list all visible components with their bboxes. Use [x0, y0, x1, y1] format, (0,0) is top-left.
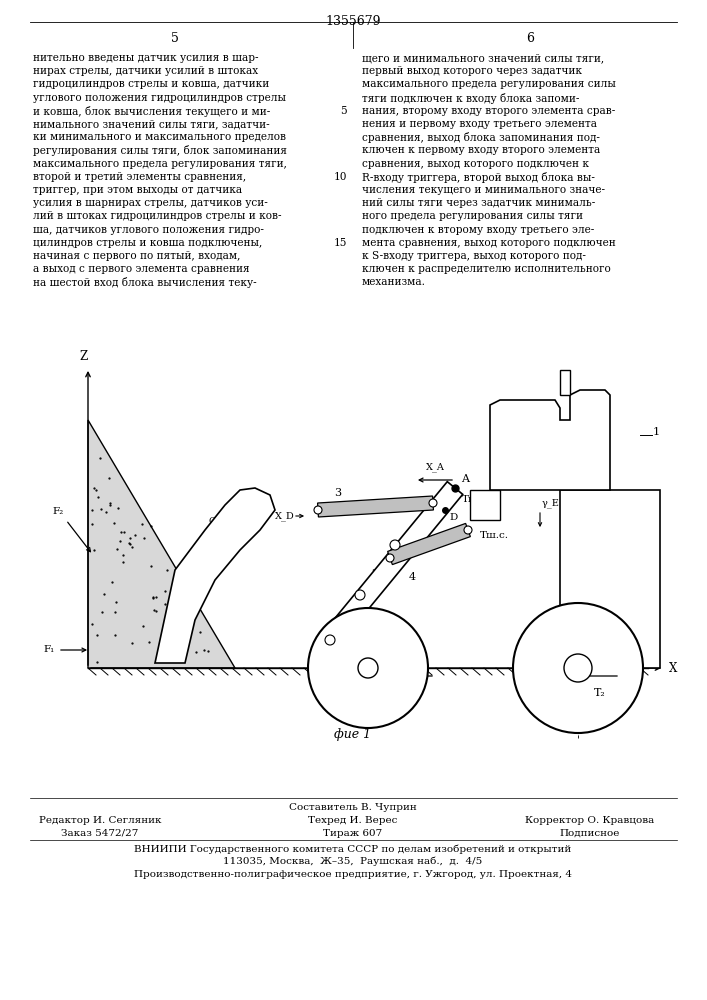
- Text: 5: 5: [340, 106, 347, 116]
- Text: ключен к первому входу второго элемента: ключен к первому входу второго элемента: [362, 145, 600, 155]
- Polygon shape: [560, 490, 660, 668]
- Text: ВНИИПИ Государственного комитета СССР по делам изобретений и открытий: ВНИИПИ Государственного комитета СССР по…: [134, 844, 572, 854]
- Text: Производственно-полиграфическое предприятие, г. Ужгород, ул. Проектная, 4: Производственно-полиграфическое предприя…: [134, 870, 572, 879]
- Text: A: A: [461, 474, 469, 484]
- Text: цилиндров стрелы и ковша подключены,: цилиндров стрелы и ковша подключены,: [33, 238, 262, 248]
- Text: усилия в шарнирах стрелы, датчиков уси-: усилия в шарнирах стрелы, датчиков уси-: [33, 198, 268, 208]
- Text: X_D: X_D: [275, 511, 295, 521]
- Text: 1355679: 1355679: [325, 15, 381, 28]
- Text: Тираж 607: Тираж 607: [323, 829, 382, 838]
- Text: нения и первому входу третьего элемента: нения и первому входу третьего элемента: [362, 119, 597, 129]
- Text: D: D: [449, 513, 457, 522]
- Text: 5: 5: [171, 32, 179, 45]
- Circle shape: [390, 540, 400, 550]
- Circle shape: [325, 635, 335, 645]
- Circle shape: [464, 526, 472, 534]
- Text: мента сравнения, выход которого подключен: мента сравнения, выход которого подключе…: [362, 238, 616, 248]
- Text: начиная с первого по пятый, входам,: начиная с первого по пятый, входам,: [33, 251, 240, 261]
- Circle shape: [513, 603, 643, 733]
- Text: числения текущего и минимального значе-: числения текущего и минимального значе-: [362, 185, 605, 195]
- Text: X_A: X_A: [426, 462, 445, 472]
- Text: первый выход которого через задатчик: первый выход которого через задатчик: [362, 66, 582, 76]
- Text: фие 1: фие 1: [334, 728, 372, 741]
- Polygon shape: [322, 482, 462, 646]
- Text: Z: Z: [80, 350, 88, 363]
- Text: нимального значений силы тяги, задатчи-: нимального значений силы тяги, задатчи-: [33, 119, 269, 129]
- Text: F₂: F₂: [53, 507, 64, 516]
- Polygon shape: [560, 370, 570, 395]
- Text: G_м: G_м: [214, 516, 234, 526]
- Text: ки минимального и максимального пределов: ки минимального и максимального пределов: [33, 132, 286, 142]
- Text: Заказ 5472/27: Заказ 5472/27: [62, 829, 139, 838]
- Circle shape: [314, 506, 322, 514]
- Text: 113035, Москва,  Ж–35,  Раушская наб.,  д.  4/5: 113035, Москва, Ж–35, Раушская наб., д. …: [223, 857, 483, 866]
- Text: 10: 10: [334, 172, 347, 182]
- Circle shape: [564, 654, 592, 682]
- Polygon shape: [88, 420, 235, 668]
- Text: углового положения гидроцилиндров стрелы: углового положения гидроцилиндров стрелы: [33, 93, 286, 103]
- Text: Тш.к.: Тш.к.: [462, 495, 492, 504]
- Text: 2: 2: [371, 569, 378, 579]
- Text: ша, датчиков углового положения гидро-: ша, датчиков углового положения гидро-: [33, 225, 264, 235]
- Text: нирах стрелы, датчики усилий в штоках: нирах стрелы, датчики усилий в штоках: [33, 66, 258, 76]
- Text: лий в штоках гидроцилиндров стрелы и ков-: лий в штоках гидроцилиндров стрелы и ков…: [33, 211, 281, 221]
- Polygon shape: [387, 523, 470, 565]
- Text: ного предела регулирования силы тяги: ного предела регулирования силы тяги: [362, 211, 583, 221]
- Text: 1: 1: [653, 427, 660, 437]
- Text: 15: 15: [334, 238, 347, 248]
- Text: щего и минимального значений силы тяги,: щего и минимального значений силы тяги,: [362, 53, 604, 63]
- Text: нания, второму входу второго элемента срав-: нания, второму входу второго элемента ср…: [362, 106, 615, 116]
- Text: механизма.: механизма.: [362, 277, 426, 287]
- Text: Редактор И. Сегляник: Редактор И. Сегляник: [39, 816, 161, 825]
- Polygon shape: [470, 490, 500, 520]
- Text: тяги подключен к входу блока запоми-: тяги подключен к входу блока запоми-: [362, 93, 579, 104]
- Circle shape: [358, 658, 378, 678]
- Text: Составитель В. Чуприн: Составитель В. Чуприн: [289, 803, 417, 812]
- Circle shape: [308, 608, 428, 728]
- Text: 4: 4: [409, 572, 416, 582]
- Text: Подписное: Подписное: [560, 829, 620, 838]
- Text: Корректор О. Кравцова: Корректор О. Кравцова: [525, 816, 655, 825]
- Text: Техред И. Верес: Техред И. Верес: [308, 816, 397, 825]
- Text: 3: 3: [334, 488, 341, 498]
- Circle shape: [429, 499, 437, 507]
- Text: максимального предела регулирования силы: максимального предела регулирования силы: [362, 79, 616, 89]
- Text: регулирования силы тяги, блок запоминания: регулирования силы тяги, блок запоминани…: [33, 145, 287, 156]
- Circle shape: [386, 554, 394, 562]
- Text: 6: 6: [526, 32, 534, 45]
- Text: подключен к второму входу третьего эле-: подключен к второму входу третьего эле-: [362, 225, 595, 235]
- Circle shape: [355, 590, 365, 600]
- Text: сравнения, выход блока запоминания под-: сравнения, выход блока запоминания под-: [362, 132, 600, 143]
- Text: γ_E: γ_E: [542, 498, 560, 508]
- Polygon shape: [490, 390, 610, 490]
- Text: на шестой вход блока вычисления теку-: на шестой вход блока вычисления теку-: [33, 277, 257, 288]
- Text: Gс: Gс: [409, 685, 421, 694]
- Text: T₂: T₂: [594, 688, 606, 698]
- Text: триггер, при этом выходы от датчика: триггер, при этом выходы от датчика: [33, 185, 242, 195]
- Text: T₁: T₁: [409, 688, 421, 698]
- Text: к S-входу триггера, выход которого под-: к S-входу триггера, выход которого под-: [362, 251, 586, 261]
- Text: гидроцилиндров стрелы и ковша, датчики: гидроцилиндров стрелы и ковша, датчики: [33, 79, 269, 89]
- Text: ключен к распределителю исполнительного: ключен к распределителю исполнительного: [362, 264, 611, 274]
- Polygon shape: [155, 488, 275, 663]
- Text: X: X: [669, 662, 677, 676]
- Text: Тш.с.: Тш.с.: [480, 530, 509, 540]
- Text: а выход с первого элемента сравнения: а выход с первого элемента сравнения: [33, 264, 250, 274]
- Text: максимального предела регулирования тяги,: максимального предела регулирования тяги…: [33, 159, 287, 169]
- Text: сравнения, выход которого подключен к: сравнения, выход которого подключен к: [362, 159, 589, 169]
- Text: ний силы тяги через задатчик минималь-: ний силы тяги через задатчик минималь-: [362, 198, 595, 208]
- Text: и ковша, блок вычисления текущего и ми-: и ковша, блок вычисления текущего и ми-: [33, 106, 270, 117]
- Polygon shape: [317, 496, 433, 517]
- Text: Gₘ: Gₘ: [208, 517, 222, 526]
- Text: нительно введены датчик усилия в шар-: нительно введены датчик усилия в шар-: [33, 53, 259, 63]
- Text: F₁: F₁: [44, 645, 55, 654]
- Text: второй и третий элементы сравнения,: второй и третий элементы сравнения,: [33, 172, 246, 182]
- Text: R-входу триггера, второй выход блока вы-: R-входу триггера, второй выход блока вы-: [362, 172, 595, 183]
